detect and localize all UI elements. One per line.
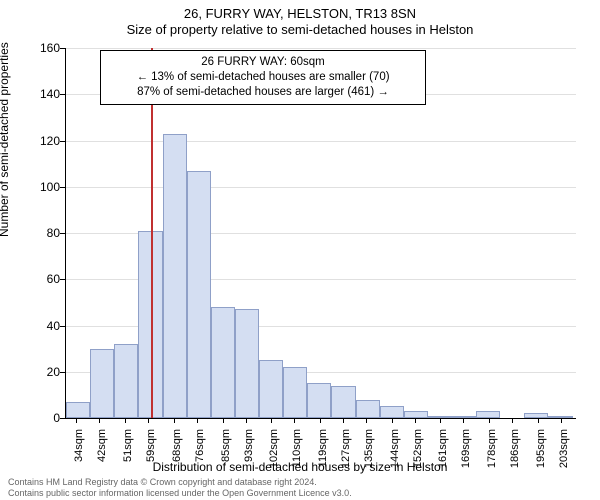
histogram-bar	[476, 411, 500, 418]
x-tick-label: 51sqm	[122, 429, 134, 479]
x-tick-mark	[415, 418, 416, 423]
histogram-bar	[66, 402, 90, 418]
y-tick-mark	[60, 418, 65, 419]
y-tick-label: 100	[30, 180, 60, 194]
gridline	[66, 187, 576, 188]
histogram-bar	[211, 307, 235, 418]
x-tick-mark	[223, 418, 224, 423]
x-tick-label: 110sqm	[291, 429, 303, 479]
x-tick-mark	[489, 418, 490, 423]
x-tick-mark	[538, 418, 539, 423]
x-tick-mark	[99, 418, 100, 423]
x-tick-label: 34sqm	[73, 429, 85, 479]
annotation-line2: 87% of semi-detached houses are larger (…	[108, 85, 418, 100]
x-tick-mark	[392, 418, 393, 423]
histogram-bar	[259, 360, 283, 418]
x-tick-label: 68sqm	[171, 429, 183, 479]
y-tick-mark	[60, 279, 65, 280]
x-tick-label: 195sqm	[535, 429, 547, 479]
histogram-bar	[307, 383, 331, 418]
footer-attribution: Contains HM Land Registry data © Crown c…	[8, 477, 352, 498]
histogram-bar	[187, 171, 211, 418]
y-tick-mark	[60, 141, 65, 142]
histogram-bar	[90, 349, 114, 418]
x-tick-label: 59sqm	[145, 429, 157, 479]
x-tick-mark	[174, 418, 175, 423]
x-tick-mark	[320, 418, 321, 423]
x-tick-mark	[463, 418, 464, 423]
chart-subtitle: Size of property relative to semi-detach…	[0, 21, 600, 37]
x-tick-mark	[148, 418, 149, 423]
x-tick-mark	[440, 418, 441, 423]
x-tick-label: 161sqm	[437, 429, 449, 479]
y-tick-label: 140	[30, 87, 60, 101]
x-tick-label: 102sqm	[268, 429, 280, 479]
y-tick-mark	[60, 48, 65, 49]
y-tick-mark	[60, 326, 65, 327]
x-tick-label: 186sqm	[509, 429, 521, 479]
footer-line2: Contains public sector information licen…	[8, 488, 352, 498]
histogram-bar	[356, 400, 380, 419]
x-tick-mark	[197, 418, 198, 423]
histogram-bar	[235, 309, 259, 418]
y-tick-mark	[60, 187, 65, 188]
x-tick-mark	[246, 418, 247, 423]
x-tick-mark	[271, 418, 272, 423]
x-tick-mark	[512, 418, 513, 423]
x-tick-mark	[366, 418, 367, 423]
annotation-heading: 26 FURRY WAY: 60sqm	[108, 55, 418, 70]
x-tick-label: 93sqm	[243, 429, 255, 479]
chart-container: 26, FURRY WAY, HELSTON, TR13 8SN Size of…	[0, 0, 600, 500]
y-tick-label: 160	[30, 41, 60, 55]
x-tick-label: 203sqm	[558, 429, 570, 479]
gridline	[66, 141, 576, 142]
annotation-box: 26 FURRY WAY: 60sqm ← 13% of semi-detach…	[100, 50, 426, 105]
x-tick-label: 152sqm	[412, 429, 424, 479]
histogram-bar	[163, 134, 187, 418]
x-tick-mark	[76, 418, 77, 423]
y-tick-label: 20	[30, 365, 60, 379]
x-tick-label: 42sqm	[96, 429, 108, 479]
x-tick-label: 169sqm	[460, 429, 472, 479]
y-tick-label: 0	[30, 411, 60, 425]
annotation-line1: ← 13% of semi-detached houses are smalle…	[108, 70, 418, 85]
x-tick-label: 135sqm	[363, 429, 375, 479]
histogram-bar	[331, 386, 355, 418]
histogram-bar	[283, 367, 307, 418]
x-tick-label: 76sqm	[194, 429, 206, 479]
y-tick-mark	[60, 372, 65, 373]
chart-title: 26, FURRY WAY, HELSTON, TR13 8SN	[0, 0, 600, 21]
x-tick-label: 144sqm	[389, 429, 401, 479]
y-tick-mark	[60, 94, 65, 95]
x-tick-mark	[343, 418, 344, 423]
y-axis-label: Number of semi-detached properties	[0, 42, 11, 237]
y-tick-label: 40	[30, 319, 60, 333]
x-tick-label: 119sqm	[317, 429, 329, 479]
y-tick-label: 80	[30, 226, 60, 240]
histogram-bar	[380, 406, 404, 418]
y-tick-label: 60	[30, 272, 60, 286]
histogram-bar	[524, 413, 548, 418]
y-tick-mark	[60, 233, 65, 234]
x-tick-mark	[125, 418, 126, 423]
x-tick-label: 85sqm	[220, 429, 232, 479]
x-tick-label: 178sqm	[486, 429, 498, 479]
histogram-bar	[114, 344, 138, 418]
histogram-bar	[404, 411, 428, 418]
y-tick-label: 120	[30, 134, 60, 148]
x-tick-mark	[561, 418, 562, 423]
x-tick-mark	[294, 418, 295, 423]
x-tick-label: 127sqm	[340, 429, 352, 479]
gridline	[66, 48, 576, 49]
